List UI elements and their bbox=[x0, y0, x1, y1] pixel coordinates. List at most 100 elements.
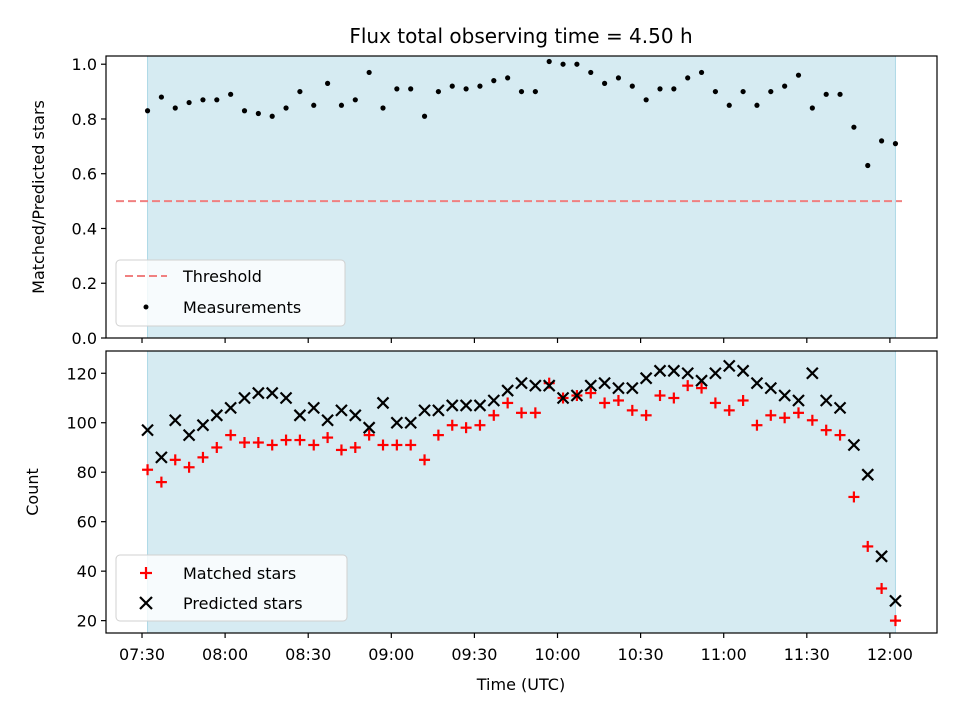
predicted-star-point bbox=[210, 409, 224, 422]
predicted-star-point bbox=[667, 364, 681, 378]
matched-stars-legend-swatch bbox=[140, 567, 152, 579]
measurement-point bbox=[421, 113, 428, 119]
x-tick-label: 10:00 bbox=[534, 645, 580, 664]
matched-star-point bbox=[197, 451, 209, 463]
measurement-point bbox=[560, 61, 566, 67]
predicted-star-point bbox=[196, 418, 210, 432]
measurement-point bbox=[449, 83, 455, 89]
matched-star-point bbox=[502, 397, 514, 409]
measurements-legend-label: Measurements bbox=[183, 298, 301, 317]
measurement-point bbox=[698, 69, 705, 76]
predicted-star-point bbox=[681, 366, 694, 380]
count-plot-frame bbox=[105, 350, 938, 634]
measurement-point bbox=[325, 80, 331, 86]
x-tick-label: 08:30 bbox=[285, 645, 331, 664]
predicted-star-point bbox=[653, 364, 667, 378]
predicted-stars-series bbox=[141, 359, 902, 608]
predicted-star-point bbox=[445, 399, 459, 412]
predicted-star-point bbox=[764, 381, 778, 395]
measurement-point bbox=[712, 88, 719, 95]
predicted-star-point bbox=[293, 409, 307, 422]
predicted-star-point bbox=[418, 404, 431, 417]
measurement-point bbox=[823, 91, 829, 97]
predicted-star-point bbox=[459, 399, 473, 412]
matched-stars-series bbox=[142, 377, 901, 627]
predicted-star-point bbox=[584, 379, 598, 392]
predicted-stars-legend-label: Predicted stars bbox=[183, 594, 303, 613]
predicted-star-point bbox=[238, 391, 251, 405]
predicted-star-point bbox=[639, 371, 653, 385]
measurement-point bbox=[629, 83, 635, 89]
x-tick-label: 09:30 bbox=[451, 645, 497, 664]
matched-star-point bbox=[696, 382, 708, 394]
matched-star-point bbox=[820, 424, 832, 436]
matched-star-point bbox=[211, 441, 223, 453]
matched-star-point bbox=[169, 454, 181, 466]
ratio-y-tick-label: 0.0 bbox=[72, 329, 97, 348]
x-tick-label: 11:30 bbox=[784, 645, 830, 664]
predicted-star-point bbox=[224, 401, 237, 415]
measurement-point bbox=[172, 105, 178, 111]
predicted-star-point bbox=[709, 366, 722, 380]
predicted-star-point bbox=[168, 413, 182, 427]
measurement-point bbox=[546, 58, 552, 65]
measurement-point bbox=[518, 88, 525, 95]
predicted-star-point bbox=[612, 381, 625, 395]
count-y-tick-label: 100 bbox=[66, 414, 97, 433]
matched-star-point bbox=[183, 461, 195, 473]
ratio-plot-frame bbox=[105, 55, 938, 339]
count-y-tick-label: 60 bbox=[77, 513, 97, 532]
x-tick-label: 08:00 bbox=[202, 645, 248, 664]
count-y-tick-label: 40 bbox=[77, 562, 97, 581]
measurement-point bbox=[795, 72, 802, 78]
ratio-panel: 0.0 0.2 0.4 0.6 0.8 1.0 Matched/Predicted sta… bbox=[29, 55, 938, 348]
ratio-y-tick-label: 0.4 bbox=[72, 219, 97, 238]
matched-star-point bbox=[612, 394, 624, 406]
matched-star-point bbox=[876, 582, 888, 594]
predicted-star-point bbox=[819, 394, 833, 407]
count-y-axis-label: Count bbox=[23, 468, 42, 516]
x-tick-label: 10:30 bbox=[618, 645, 664, 664]
x-tick-label: 12:00 bbox=[867, 645, 913, 664]
matched-star-point bbox=[405, 439, 417, 451]
matched-star-point bbox=[419, 454, 431, 466]
predicted-star-point bbox=[722, 359, 736, 373]
ratio-y-tick-label: 1.0 bbox=[72, 55, 97, 74]
measurement-point bbox=[782, 83, 788, 89]
matched-star-point bbox=[793, 407, 804, 419]
predicted-star-point bbox=[736, 364, 750, 378]
predicted-star-point bbox=[778, 389, 791, 402]
predicted-star-point bbox=[750, 376, 764, 390]
predicted-star-point bbox=[390, 416, 404, 430]
ratio-y-axis-label: Matched/Predicted stars bbox=[29, 100, 48, 294]
measurement-point bbox=[463, 86, 469, 92]
matched-star-point bbox=[626, 404, 638, 416]
matched-star-point bbox=[349, 441, 361, 453]
measurement-point bbox=[809, 105, 815, 111]
count-y-tick-label: 120 bbox=[66, 364, 97, 383]
predicted-star-point bbox=[487, 394, 501, 407]
predicted-star-point bbox=[141, 423, 154, 437]
measurement-series bbox=[144, 58, 899, 169]
predicted-star-point bbox=[307, 401, 321, 415]
matched-star-point bbox=[640, 409, 652, 421]
matched-star-point bbox=[834, 429, 846, 441]
matched-star-point bbox=[516, 407, 527, 419]
matched-star-point bbox=[294, 434, 306, 446]
measurement-point bbox=[228, 91, 234, 97]
predicted-star-point bbox=[833, 401, 847, 415]
measurement-point bbox=[144, 108, 151, 114]
matched-star-point bbox=[142, 464, 154, 476]
ratio-y-tick-label: 0.8 bbox=[72, 110, 97, 129]
x-axis-label: Time (UTC) bbox=[476, 675, 565, 694]
measurement-point bbox=[574, 61, 580, 67]
predicted-star-point bbox=[806, 366, 819, 380]
measurement-point bbox=[588, 69, 594, 76]
matched-star-point bbox=[225, 429, 237, 441]
measurement-point bbox=[865, 162, 871, 169]
matched-star-point bbox=[585, 387, 597, 399]
matched-star-point bbox=[889, 615, 901, 627]
predicted-star-point bbox=[182, 428, 196, 442]
count-legend: Matched stars Predicted stars bbox=[115, 554, 348, 622]
